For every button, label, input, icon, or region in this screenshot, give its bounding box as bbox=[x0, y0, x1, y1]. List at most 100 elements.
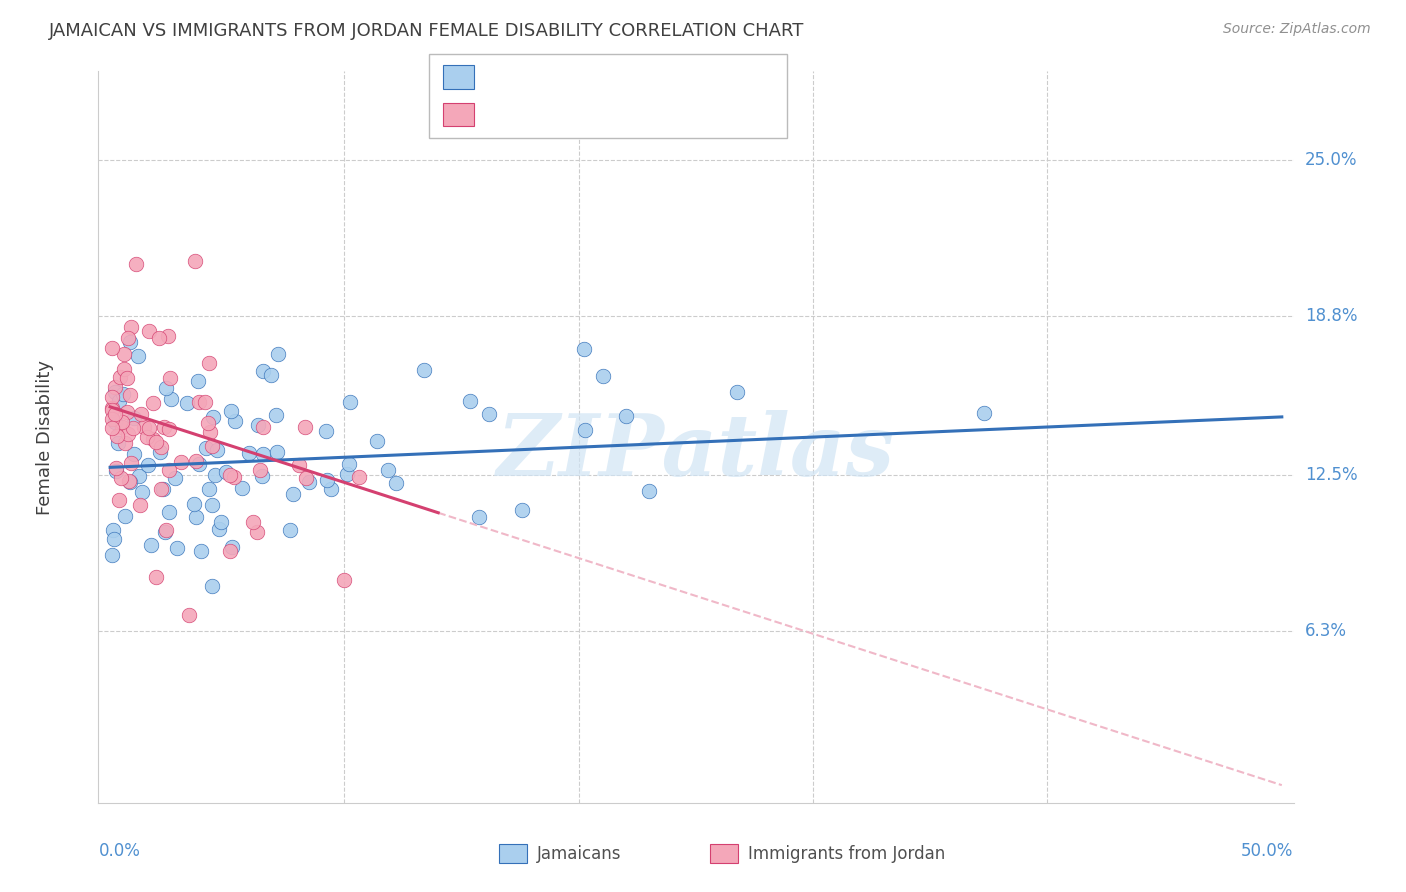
Point bbox=[136, 430, 159, 444]
Point bbox=[139, 538, 162, 552]
Point bbox=[118, 474, 141, 488]
Point bbox=[219, 544, 242, 558]
Text: R =: R = bbox=[485, 105, 516, 123]
Point bbox=[127, 349, 149, 363]
Point bbox=[260, 368, 283, 382]
Point bbox=[321, 482, 343, 496]
Point bbox=[111, 386, 134, 401]
Point bbox=[264, 409, 287, 423]
Point bbox=[101, 341, 124, 355]
Point bbox=[104, 407, 127, 421]
Point bbox=[101, 523, 124, 537]
Point bbox=[252, 447, 274, 461]
Point bbox=[157, 505, 180, 519]
Point bbox=[101, 549, 124, 563]
Point bbox=[246, 525, 269, 540]
Point bbox=[339, 457, 361, 471]
Point bbox=[188, 457, 211, 471]
Point bbox=[231, 481, 253, 495]
Point bbox=[138, 421, 160, 435]
Point bbox=[145, 570, 167, 584]
Text: Female Disability: Female Disability bbox=[35, 359, 53, 515]
Point bbox=[278, 523, 301, 537]
Point bbox=[614, 409, 637, 424]
Point bbox=[169, 455, 191, 469]
Point bbox=[221, 540, 243, 554]
Point bbox=[336, 467, 359, 481]
Point bbox=[124, 411, 146, 425]
Point bbox=[122, 420, 145, 434]
Point bbox=[574, 423, 596, 437]
Point bbox=[366, 434, 388, 448]
Text: 50.0%: 50.0% bbox=[1241, 842, 1294, 860]
Point bbox=[288, 458, 311, 472]
Point bbox=[218, 468, 240, 483]
Point bbox=[194, 394, 217, 409]
Point bbox=[177, 608, 200, 623]
Point bbox=[101, 420, 124, 434]
Text: JAMAICAN VS IMMIGRANTS FROM JORDAN FEMALE DISABILITY CORRELATION CHART: JAMAICAN VS IMMIGRANTS FROM JORDAN FEMAL… bbox=[49, 22, 804, 40]
Point bbox=[413, 362, 436, 376]
Point bbox=[115, 371, 138, 385]
Point bbox=[238, 446, 260, 460]
Point bbox=[108, 393, 131, 408]
Point bbox=[120, 334, 142, 349]
Point bbox=[183, 497, 205, 511]
Point bbox=[142, 433, 165, 447]
Text: 81: 81 bbox=[658, 69, 681, 87]
Point bbox=[155, 381, 177, 395]
Point bbox=[148, 331, 170, 345]
Point bbox=[157, 422, 180, 436]
Point bbox=[122, 447, 145, 461]
Point bbox=[149, 440, 172, 454]
Text: -0.226: -0.226 bbox=[536, 105, 595, 123]
Point bbox=[108, 493, 131, 508]
Point bbox=[145, 434, 167, 449]
Point bbox=[247, 417, 270, 432]
Point bbox=[186, 454, 208, 468]
Point bbox=[134, 420, 156, 434]
Point bbox=[149, 482, 172, 496]
Point bbox=[224, 469, 246, 483]
Text: ZIPatlas: ZIPatlas bbox=[496, 410, 896, 493]
Point bbox=[207, 442, 229, 457]
Point bbox=[315, 424, 337, 438]
Point bbox=[208, 522, 231, 536]
Point bbox=[197, 356, 219, 370]
Point bbox=[572, 343, 595, 357]
Point bbox=[103, 532, 125, 546]
Point bbox=[187, 374, 209, 388]
Point bbox=[118, 475, 141, 489]
Point bbox=[104, 385, 127, 400]
Point bbox=[295, 471, 318, 485]
Point bbox=[110, 470, 132, 484]
Point bbox=[638, 483, 661, 498]
Text: 25.0%: 25.0% bbox=[1305, 151, 1357, 169]
Point bbox=[347, 469, 370, 483]
Point bbox=[510, 502, 533, 516]
Text: N =: N = bbox=[612, 105, 643, 123]
Point bbox=[187, 395, 209, 409]
Point bbox=[176, 395, 198, 409]
Point bbox=[725, 384, 748, 399]
Point bbox=[107, 436, 129, 450]
Point bbox=[157, 463, 180, 477]
Point bbox=[153, 420, 176, 434]
Point bbox=[155, 523, 177, 537]
Point bbox=[149, 444, 172, 458]
Point bbox=[201, 579, 224, 593]
Point bbox=[129, 498, 152, 512]
Text: 0.0%: 0.0% bbox=[98, 842, 141, 860]
Point bbox=[249, 462, 271, 476]
Point bbox=[142, 396, 165, 410]
Point bbox=[339, 395, 361, 409]
Point bbox=[333, 574, 356, 588]
Point bbox=[184, 509, 207, 524]
Point bbox=[104, 460, 127, 475]
Point bbox=[973, 406, 995, 420]
Point bbox=[117, 427, 139, 442]
Text: 18.8%: 18.8% bbox=[1305, 307, 1357, 325]
Point bbox=[125, 257, 148, 271]
Point bbox=[111, 419, 134, 434]
Point bbox=[224, 414, 246, 428]
